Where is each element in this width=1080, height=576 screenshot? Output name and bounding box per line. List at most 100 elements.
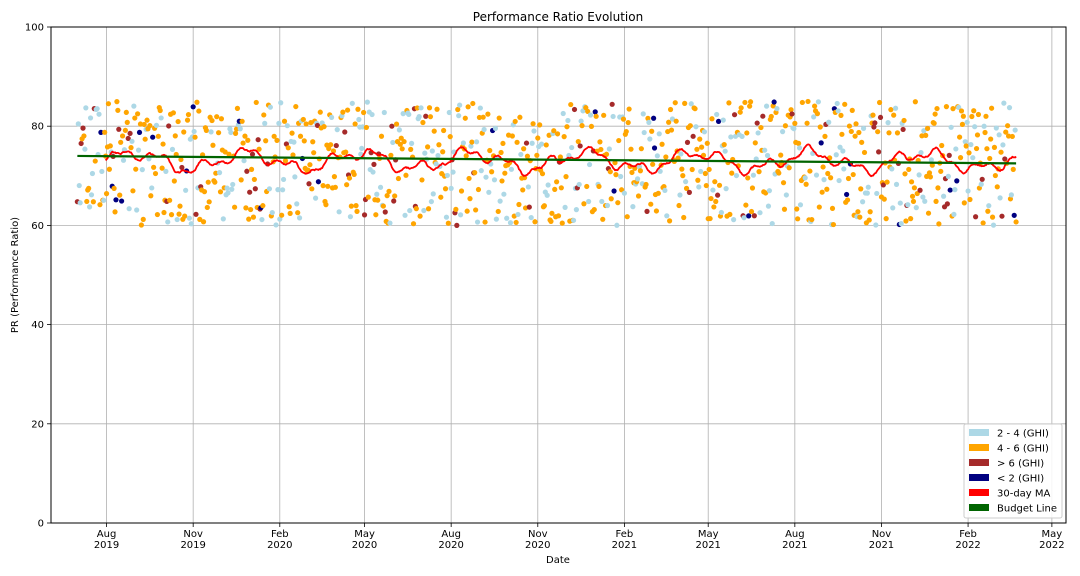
data-point — [447, 134, 453, 140]
data-point — [931, 120, 937, 126]
data-point — [323, 202, 329, 208]
data-point — [1011, 212, 1017, 218]
data-point — [328, 114, 335, 120]
data-point — [923, 132, 929, 138]
data-point — [980, 220, 986, 226]
data-point — [163, 168, 169, 174]
data-point — [576, 181, 582, 188]
x-tick-label: May 2020 — [352, 529, 377, 551]
data-point — [653, 208, 660, 214]
data-point — [496, 115, 502, 121]
lines-layer — [77, 143, 1017, 178]
data-point — [588, 123, 595, 130]
data-point — [120, 157, 127, 163]
data-point — [752, 140, 758, 146]
data-point — [275, 187, 281, 193]
data-point — [237, 126, 243, 132]
data-point — [150, 134, 156, 140]
data-point — [690, 133, 696, 139]
data-point — [928, 157, 934, 163]
data-point — [975, 111, 982, 118]
data-point — [374, 191, 380, 197]
data-point — [178, 156, 184, 163]
data-point — [371, 161, 377, 167]
data-point — [94, 106, 100, 112]
data-point — [497, 198, 503, 204]
data-point — [699, 144, 705, 150]
data-point — [197, 216, 203, 222]
data-point — [763, 190, 769, 196]
data-point — [987, 155, 993, 162]
data-point — [346, 175, 353, 181]
data-point — [250, 214, 257, 220]
data-point — [530, 121, 536, 127]
data-point — [222, 149, 228, 155]
data-point — [232, 130, 239, 136]
data-point — [624, 214, 630, 220]
data-point — [865, 184, 871, 190]
data-point — [334, 127, 340, 133]
legend-label: < 2 (GHI) — [997, 474, 1044, 485]
data-point — [551, 128, 557, 134]
data-point — [401, 138, 407, 145]
data-point — [941, 193, 947, 199]
data-point — [205, 179, 211, 185]
data-point — [822, 133, 828, 139]
data-point — [776, 170, 782, 176]
data-point — [166, 123, 172, 129]
data-point — [224, 185, 230, 191]
data-point — [789, 111, 795, 117]
data-point — [342, 129, 348, 135]
data-point — [210, 142, 216, 148]
data-point — [692, 106, 698, 112]
data-point — [982, 129, 988, 136]
data-point — [161, 209, 167, 216]
data-point — [369, 111, 375, 118]
data-point — [1010, 166, 1016, 172]
data-point — [818, 140, 824, 146]
x-tick-label: Nov 2019 — [180, 529, 205, 551]
data-point — [962, 139, 968, 145]
data-point — [634, 176, 641, 182]
data-point — [797, 202, 804, 208]
data-point — [136, 129, 143, 136]
data-point — [433, 161, 439, 167]
data-point — [504, 215, 510, 221]
data-point — [575, 138, 581, 145]
data-point — [361, 212, 368, 218]
data-point — [557, 154, 563, 160]
data-point — [934, 105, 940, 112]
x-axis-title: Date — [546, 555, 570, 566]
data-point — [119, 198, 125, 204]
data-point — [640, 111, 646, 117]
data-point — [763, 103, 770, 109]
data-point — [889, 166, 895, 172]
data-point — [133, 166, 139, 172]
data-point — [888, 107, 894, 113]
data-point — [247, 189, 253, 195]
data-point — [856, 129, 862, 136]
data-point — [603, 151, 610, 157]
data-point — [208, 129, 214, 135]
data-point — [707, 215, 713, 222]
data-point — [90, 199, 96, 205]
data-point — [711, 204, 717, 210]
data-point — [310, 139, 316, 145]
data-point — [774, 106, 780, 112]
data-point — [607, 169, 613, 175]
data-point — [436, 142, 442, 148]
data-point — [598, 146, 604, 153]
data-point — [194, 99, 200, 105]
x-tick-label: Feb 2022 — [955, 529, 980, 551]
data-point — [703, 182, 709, 189]
legend-label: 30-day MA — [997, 489, 1051, 500]
data-point — [910, 198, 917, 205]
data-point — [960, 113, 966, 119]
data-point — [157, 107, 163, 114]
data-point — [650, 161, 656, 167]
data-point — [846, 123, 853, 129]
data-point — [326, 145, 332, 152]
data-point — [938, 168, 944, 174]
